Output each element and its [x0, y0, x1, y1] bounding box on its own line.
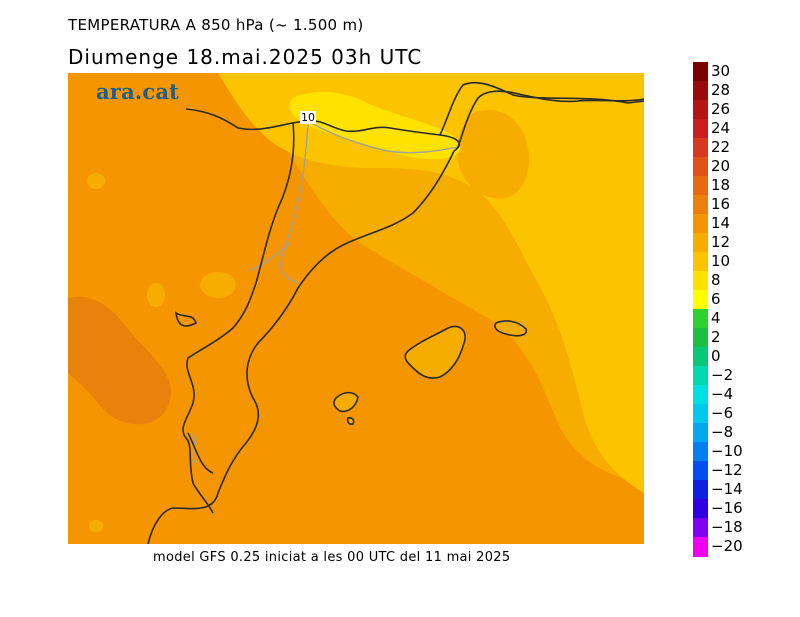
band-8-10 [289, 91, 461, 160]
legend-label: 6 [711, 290, 721, 308]
legend-swatch [693, 100, 708, 120]
legend-swatch [693, 62, 708, 82]
legend-swatch [693, 385, 708, 405]
legend-swatch [693, 271, 708, 291]
legend-swatch [693, 499, 708, 519]
coastline-west [174, 311, 214, 474]
legend-label: 2 [711, 328, 721, 346]
legend-label: 30 [711, 62, 731, 80]
legend-label: −12 [711, 461, 743, 479]
band-12-14-patch [457, 109, 529, 199]
contour-label-10: 10 [300, 111, 316, 124]
color-scale-legend [693, 62, 708, 557]
legend-label: −18 [711, 518, 743, 536]
legend-swatch [693, 423, 708, 443]
chart-subtitle-date: Diumenge 18.mai.2025 03h UTC [68, 45, 423, 69]
band-12-14-blob [147, 283, 165, 307]
legend-swatch [693, 157, 708, 177]
ara-cat-logo: ara.cat [96, 79, 180, 104]
legend-swatch [693, 81, 708, 101]
color-scale-labels: 30 28 26 24 22 20 18 16 14 12 10 8 6 4 2 0 −2 −4 −6 −8 −10 −1… [711, 62, 791, 556]
legend-label: 20 [711, 157, 731, 175]
legend-swatch [693, 138, 708, 158]
legend-label: 8 [711, 271, 721, 289]
coastline-inland [182, 122, 295, 514]
legend-swatch [693, 290, 708, 310]
legend-label: 12 [711, 233, 731, 251]
legend-swatch [693, 347, 708, 367]
legend-swatch [693, 252, 708, 272]
legend-swatch [693, 480, 708, 500]
legend-label: −2 [711, 366, 734, 384]
band-10-12 [218, 73, 644, 493]
legend-swatch [693, 518, 708, 538]
band-12-14-blob [87, 173, 105, 189]
coastline [185, 81, 644, 152]
legend-swatch [693, 214, 708, 234]
legend-label: −20 [711, 537, 743, 555]
border-line [192, 120, 459, 464]
legend-label: 16 [711, 195, 731, 213]
legend-label: −10 [711, 442, 743, 460]
legend-label: 22 [711, 138, 731, 156]
legend-label: −6 [711, 404, 734, 422]
legend-swatch [693, 233, 708, 253]
legend-swatch [693, 328, 708, 348]
legend-label: 28 [711, 81, 731, 99]
legend-label: 26 [711, 100, 731, 118]
legend-swatch [693, 442, 708, 462]
coastline-iberia [147, 150, 455, 544]
legend-swatch [693, 309, 708, 329]
map-canvas [68, 73, 644, 544]
legend-label: 10 [711, 252, 731, 270]
band-12-14-blob [89, 520, 103, 532]
legend-label: −8 [711, 423, 734, 441]
legend-label: −14 [711, 480, 743, 498]
coastline-east-france [457, 90, 644, 148]
island-mallorca [404, 325, 466, 379]
legend-label: −16 [711, 499, 743, 517]
legend-swatch [693, 195, 708, 215]
legend-label: 18 [711, 176, 731, 194]
legend-swatch [693, 404, 708, 424]
band-12-14-blob [200, 272, 236, 298]
legend-label: −4 [711, 385, 734, 403]
legend-swatch [693, 366, 708, 386]
chart-title: TEMPERATURA A 850 hPa (~ 1.500 m) [68, 16, 364, 34]
band-16-18 [68, 296, 172, 425]
legend-swatch [693, 537, 708, 557]
legend-swatch [693, 176, 708, 196]
temperature-map [68, 73, 644, 544]
island-menorca [494, 320, 528, 337]
legend-swatch [693, 119, 708, 139]
legend-label: 0 [711, 347, 721, 365]
legend-swatch [693, 461, 708, 481]
legend-label: 24 [711, 119, 731, 137]
island-ibiza [333, 391, 359, 425]
model-info-footer: model GFS 0.25 iniciat a les 00 UTC del … [153, 550, 511, 565]
legend-label: 14 [711, 214, 731, 232]
legend-label: 4 [711, 309, 721, 327]
